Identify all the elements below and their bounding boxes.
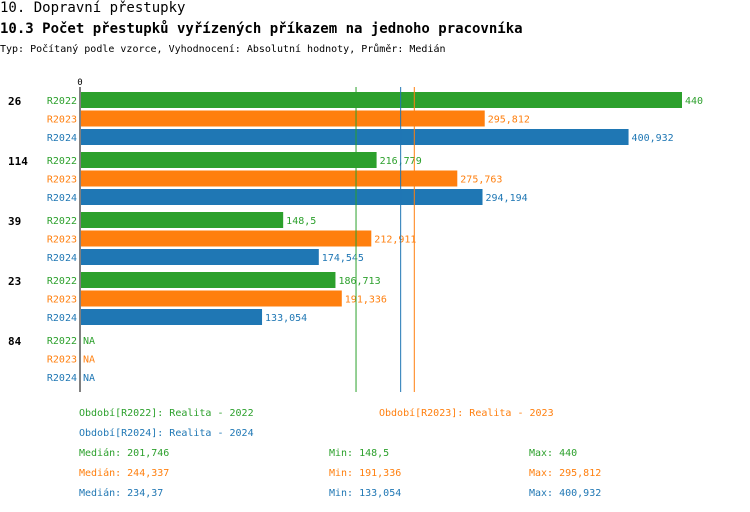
group-label: 114 <box>8 155 28 168</box>
series-label: R2022 <box>47 96 77 107</box>
chart-type-line: Typ: Počítaný podle vzorce, Vyhodnocení:… <box>0 44 446 55</box>
data-label: 275,763 <box>460 175 502 186</box>
data-label: 295,812 <box>488 115 530 126</box>
series-label: R2022 <box>47 336 77 347</box>
stat-max-r2023: Max: 295,812 <box>529 468 602 479</box>
bar <box>81 189 483 205</box>
bar <box>81 129 629 145</box>
stat-max-r2024: Max: 400,932 <box>529 488 602 499</box>
bar <box>81 110 485 127</box>
data-label: 148,5 <box>286 216 316 227</box>
series-label: R2024 <box>47 133 77 144</box>
stat-median-r2024: Medián: 234,37 <box>79 488 164 499</box>
data-label: NA <box>83 373 95 384</box>
series-label: R2023 <box>47 235 77 246</box>
group-label: 39 <box>8 215 21 228</box>
stat-min-r2024: Min: 133,054 <box>329 488 402 499</box>
group-label: 23 <box>8 275 21 288</box>
series-label: R2024 <box>47 193 77 204</box>
bar <box>81 230 372 247</box>
data-label: NA <box>83 355 95 366</box>
series-label: R2023 <box>47 295 77 306</box>
legend-period-r2023: Období[R2023]: Realita - 2023 <box>379 408 554 419</box>
bar <box>81 152 377 168</box>
legend-period-r2024: Období[R2024]: Realita - 2024 <box>79 428 254 439</box>
series-label: R2022 <box>47 216 77 227</box>
stat-median-r2023: Medián: 244,337 <box>79 468 170 479</box>
data-label: 191,336 <box>345 295 387 306</box>
series-label: R2023 <box>47 115 77 126</box>
group-label: 84 <box>8 335 22 348</box>
stat-median-r2022: Medián: 201,746 <box>79 448 170 459</box>
bar <box>81 309 263 325</box>
data-label: NA <box>83 336 95 347</box>
bar <box>81 249 319 265</box>
bar <box>81 272 336 288</box>
bar <box>81 212 284 228</box>
series-label: R2022 <box>47 276 77 287</box>
bar <box>81 92 682 108</box>
data-label: 133,054 <box>265 313 307 324</box>
stat-min-r2022: Min: 148,5 <box>329 448 390 459</box>
data-label: 294,194 <box>486 193 528 204</box>
stat-max-r2022: Max: 440 <box>529 448 578 459</box>
stat-min-r2023: Min: 191,336 <box>329 468 402 479</box>
chart-title: 10.3 Počet přestupků vyřízených příkazem… <box>0 21 523 37</box>
bar-chart: 0 26 R2022 440 R2023 295,812 R2024 400,932 114 R2… <box>8 78 703 392</box>
data-label: 400,932 <box>632 133 674 144</box>
data-label: 186,713 <box>338 276 380 287</box>
series-label: R2023 <box>47 355 77 366</box>
series-label: R2022 <box>47 156 77 167</box>
bar <box>81 170 458 187</box>
zero-axis-label: 0 <box>77 78 82 88</box>
data-label: 174,545 <box>322 253 364 264</box>
group-label: 26 <box>8 95 22 108</box>
legend-period-r2022: Období[R2022]: Realita - 2022 <box>79 408 254 419</box>
page-title: 10. Dopravní přestupky <box>0 0 186 16</box>
bar <box>81 290 342 307</box>
series-label: R2023 <box>47 175 77 186</box>
data-label: 212,911 <box>374 235 416 246</box>
series-label: R2024 <box>47 313 77 324</box>
series-label: R2024 <box>47 373 77 384</box>
data-label: 440 <box>685 96 703 107</box>
series-label: R2024 <box>47 253 77 264</box>
